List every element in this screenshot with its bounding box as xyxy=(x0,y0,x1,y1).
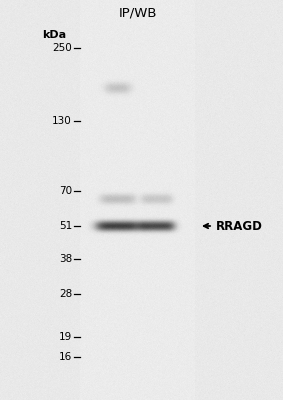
Text: 38: 38 xyxy=(59,254,72,264)
Text: 51: 51 xyxy=(59,221,72,231)
Text: 70: 70 xyxy=(59,186,72,196)
Text: 19: 19 xyxy=(59,332,72,342)
Text: IP/WB: IP/WB xyxy=(118,7,157,20)
Text: RRAGD: RRAGD xyxy=(216,220,263,232)
Text: 130: 130 xyxy=(52,116,72,126)
Text: 28: 28 xyxy=(59,289,72,299)
Text: 16: 16 xyxy=(59,352,72,362)
Text: 250: 250 xyxy=(52,43,72,53)
Text: kDa: kDa xyxy=(42,30,66,40)
